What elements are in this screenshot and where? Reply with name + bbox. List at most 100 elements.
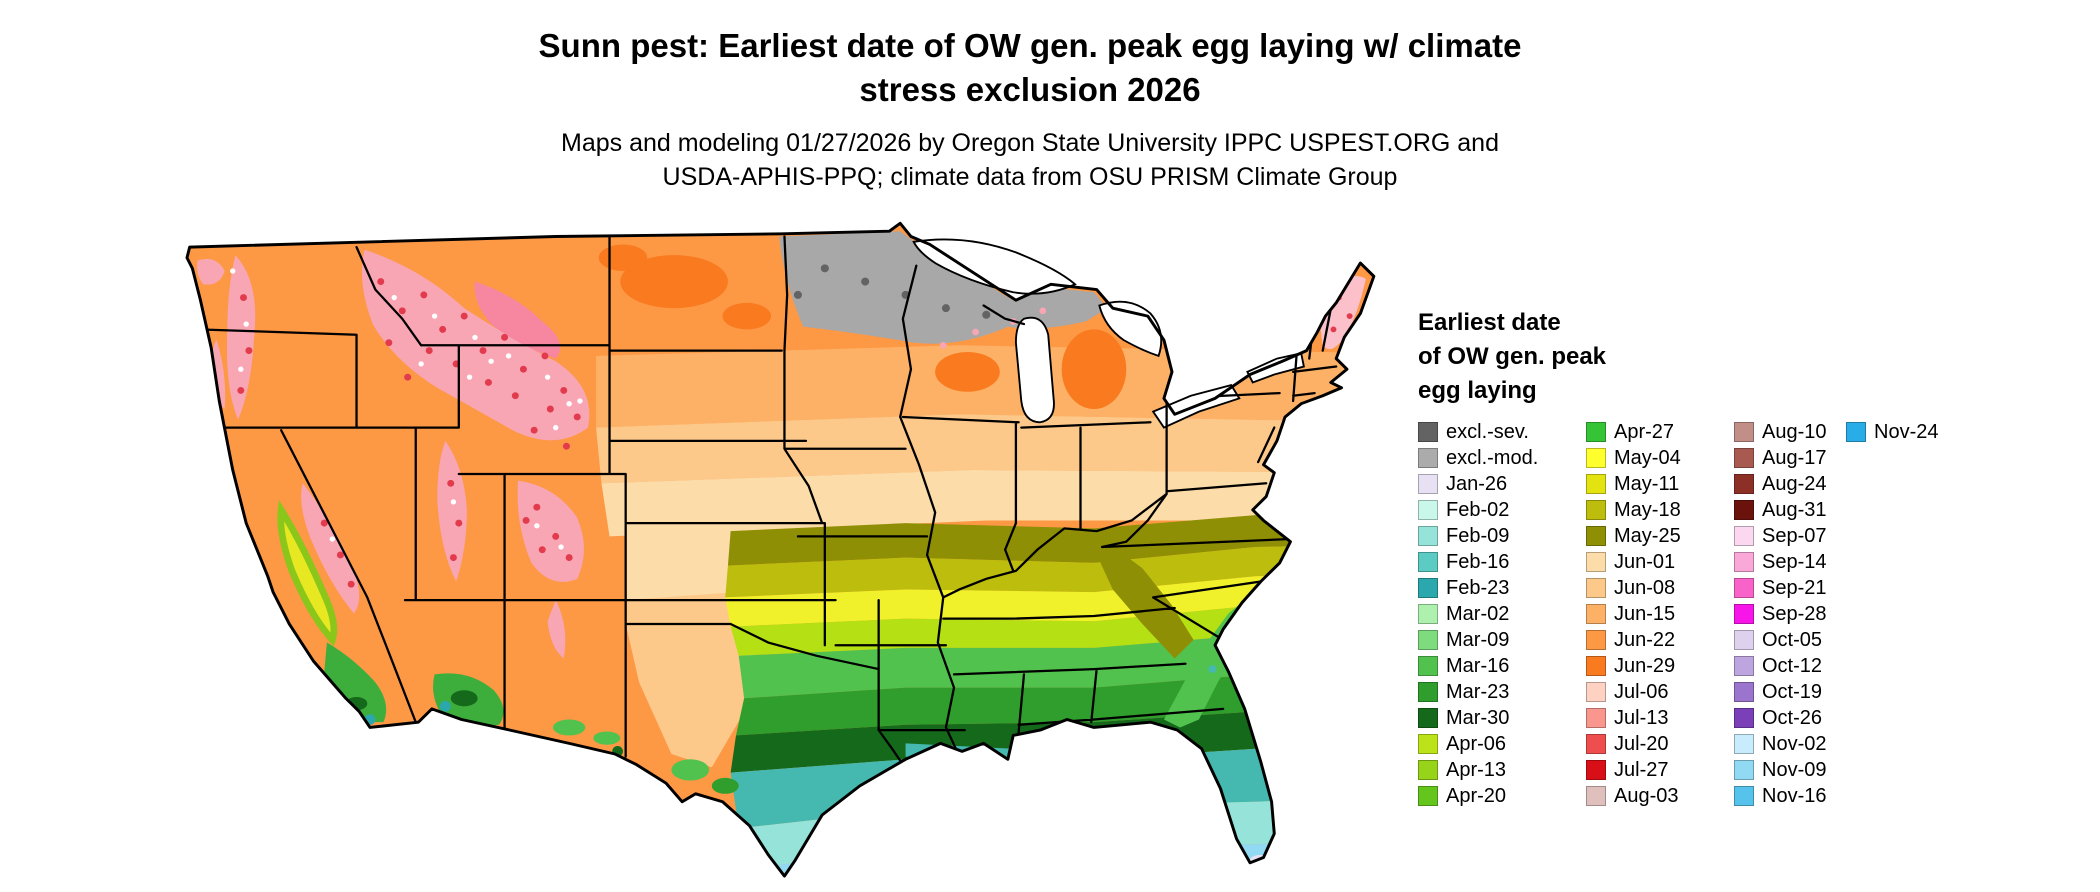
legend-label: Apr-27 <box>1614 420 1675 443</box>
legend-label: Jul-27 <box>1614 758 1669 781</box>
legend-swatch <box>1418 552 1438 573</box>
legend-swatch <box>1734 500 1754 521</box>
legend-label: Sep-14 <box>1762 550 1827 573</box>
legend-columns: excl.-sev. excl.-mod. Jan-26 Feb-02 Feb-09 Fe… <box>1418 419 2078 809</box>
legend-label: Mar-16 <box>1446 654 1510 677</box>
legend-swatch <box>1418 526 1438 547</box>
legend-label: May-25 <box>1614 524 1681 547</box>
legend-item: Jun-29 <box>1586 653 1734 679</box>
legend-swatch <box>1734 552 1754 573</box>
legend-label: Mar-23 <box>1446 680 1510 703</box>
legend-item: Jan-26 <box>1418 471 1586 497</box>
legend-item: Apr-27 <box>1586 419 1734 445</box>
legend-item: Nov-24 <box>1846 419 1966 445</box>
legend-swatch <box>1418 422 1438 443</box>
legend-label: excl.-sev. <box>1446 420 1529 443</box>
legend-label: Jun-22 <box>1614 628 1676 651</box>
legend-item: Jul-13 <box>1586 705 1734 731</box>
legend-item: Apr-13 <box>1418 757 1586 783</box>
legend-swatch <box>1586 578 1606 599</box>
legend-swatch <box>1734 578 1754 599</box>
legend-label: Apr-06 <box>1446 732 1507 755</box>
legend-item: Oct-12 <box>1734 653 1846 679</box>
legend-swatch <box>1734 708 1754 729</box>
legend-swatch <box>1586 682 1606 703</box>
legend-item: Sep-21 <box>1734 575 1846 601</box>
legend-item: Nov-16 <box>1734 783 1846 809</box>
legend-item: Sep-07 <box>1734 523 1846 549</box>
legend-swatch <box>1586 604 1606 625</box>
legend-swatch <box>1734 734 1754 755</box>
legend-label: May-04 <box>1614 446 1681 469</box>
legend-title-line-2: of OW gen. peak <box>1418 343 1607 371</box>
legend-item: Aug-03 <box>1586 783 1734 809</box>
legend-item: Jun-22 <box>1586 627 1734 653</box>
legend-swatch <box>1418 786 1438 807</box>
legend-swatch <box>1586 526 1606 547</box>
legend-swatch <box>1586 656 1606 677</box>
legend-label: Jul-20 <box>1614 732 1669 755</box>
legend-swatch <box>1418 682 1438 703</box>
legend-item: Sep-28 <box>1734 601 1846 627</box>
legend-label: Aug-10 <box>1762 420 1827 443</box>
page-subtitle: Maps and modeling 01/27/2026 by Oregon S… <box>290 127 1770 194</box>
legend-label: Oct-19 <box>1762 680 1823 703</box>
legend-item: excl.-mod. <box>1418 445 1586 471</box>
legend-label: Apr-20 <box>1446 784 1507 807</box>
legend-swatch <box>1586 474 1606 495</box>
legend-title: Earliest date of OW gen. peak egg laying <box>1418 306 2078 408</box>
legend-item: Aug-24 <box>1734 471 1846 497</box>
legend-item: Jul-06 <box>1586 679 1734 705</box>
legend-label: Jul-06 <box>1614 680 1669 703</box>
legend-label: Sep-07 <box>1762 524 1827 547</box>
legend-label: Feb-02 <box>1446 498 1510 521</box>
legend-label: Feb-09 <box>1446 524 1510 547</box>
legend-title-line-1: Earliest date <box>1418 309 1561 336</box>
legend-swatch <box>1418 656 1438 677</box>
legend-item: Feb-16 <box>1418 549 1586 575</box>
legend-label: Oct-12 <box>1762 654 1823 677</box>
legend-swatch <box>1586 630 1606 651</box>
legend-label: Jan-26 <box>1446 472 1508 495</box>
legend-swatch <box>1418 630 1438 651</box>
legend-swatch <box>1734 422 1754 443</box>
legend-item: Jun-15 <box>1586 601 1734 627</box>
us-map-svg <box>185 221 1376 878</box>
legend-item: excl.-sev. <box>1418 419 1586 445</box>
page-title-line-1: Sunn pest: Earliest date of OW gen. peak… <box>538 27 1522 64</box>
legend-item: May-11 <box>1586 471 1734 497</box>
legend-item: Jul-27 <box>1586 757 1734 783</box>
legend-column-4: Nov-24 <box>1846 419 1966 809</box>
legend-swatch <box>1586 448 1606 469</box>
legend-item: Jun-08 <box>1586 575 1734 601</box>
legend-swatch <box>1418 500 1438 521</box>
legend-swatch <box>1418 734 1438 755</box>
legend-item: Mar-09 <box>1418 627 1586 653</box>
legend-swatch <box>1418 474 1438 495</box>
legend-item: Apr-20 <box>1418 783 1586 809</box>
legend-label: Aug-24 <box>1762 472 1827 495</box>
legend-item: Mar-23 <box>1418 679 1586 705</box>
legend-item: Mar-16 <box>1418 653 1586 679</box>
legend-label: Apr-13 <box>1446 758 1507 781</box>
legend-column-3: Aug-10 Aug-17 Aug-24 Aug-31 Sep-07 Sep-14 Sep-… <box>1734 419 1846 809</box>
legend-label: Jun-15 <box>1614 602 1676 625</box>
legend-swatch <box>1734 786 1754 807</box>
legend-swatch <box>1734 604 1754 625</box>
legend-label: Oct-05 <box>1762 628 1823 651</box>
legend-label: Aug-03 <box>1614 784 1679 807</box>
legend-swatch <box>1734 448 1754 469</box>
legend-item: Aug-17 <box>1734 445 1846 471</box>
legend-label: Nov-24 <box>1874 420 1939 443</box>
title-block: Sunn pest: Earliest date of OW gen. peak… <box>290 24 1770 194</box>
legend-swatch <box>1734 656 1754 677</box>
legend-item: Oct-05 <box>1734 627 1846 653</box>
legend-swatch <box>1734 474 1754 495</box>
legend-swatch <box>1418 578 1438 599</box>
page-title: Sunn pest: Earliest date of OW gen. peak… <box>290 24 1770 111</box>
legend-item: Mar-02 <box>1418 601 1586 627</box>
legend-swatch <box>1586 734 1606 755</box>
state-borders <box>196 235 1338 790</box>
legend-swatch <box>1586 500 1606 521</box>
